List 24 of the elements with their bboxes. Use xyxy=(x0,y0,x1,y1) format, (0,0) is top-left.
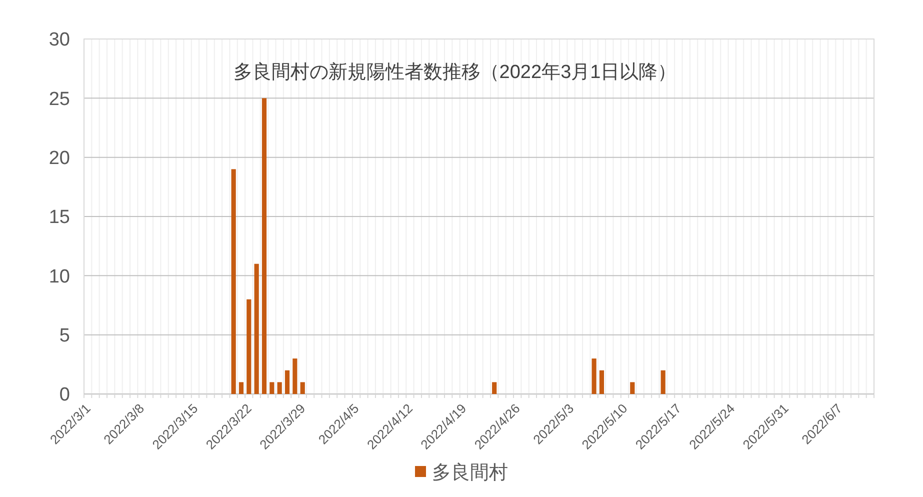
y-tick-label: 20 xyxy=(48,148,70,169)
bar xyxy=(292,358,298,394)
y-tick-label: 15 xyxy=(48,207,70,228)
bar xyxy=(660,370,666,394)
bar xyxy=(277,382,282,394)
bar xyxy=(630,382,635,394)
y-tick-label: 0 xyxy=(59,384,70,406)
legend-label: 多良間村 xyxy=(432,462,508,484)
bar xyxy=(246,299,252,394)
bar xyxy=(238,382,244,394)
bar xyxy=(284,370,290,394)
bar xyxy=(599,370,604,394)
y-tick-label: 25 xyxy=(48,88,70,110)
bar xyxy=(270,382,274,394)
bar xyxy=(262,98,267,394)
y-tick-label: 30 xyxy=(48,30,70,51)
bar xyxy=(300,382,305,394)
y-tick-label: 5 xyxy=(59,325,70,346)
y-tick-label: 10 xyxy=(48,266,70,288)
bar xyxy=(492,382,497,394)
bar xyxy=(592,358,596,394)
bar xyxy=(254,264,259,394)
bar xyxy=(231,169,236,394)
text: 多良間村の新規陽性者数推移（2022年3月1日以降） xyxy=(233,61,677,83)
